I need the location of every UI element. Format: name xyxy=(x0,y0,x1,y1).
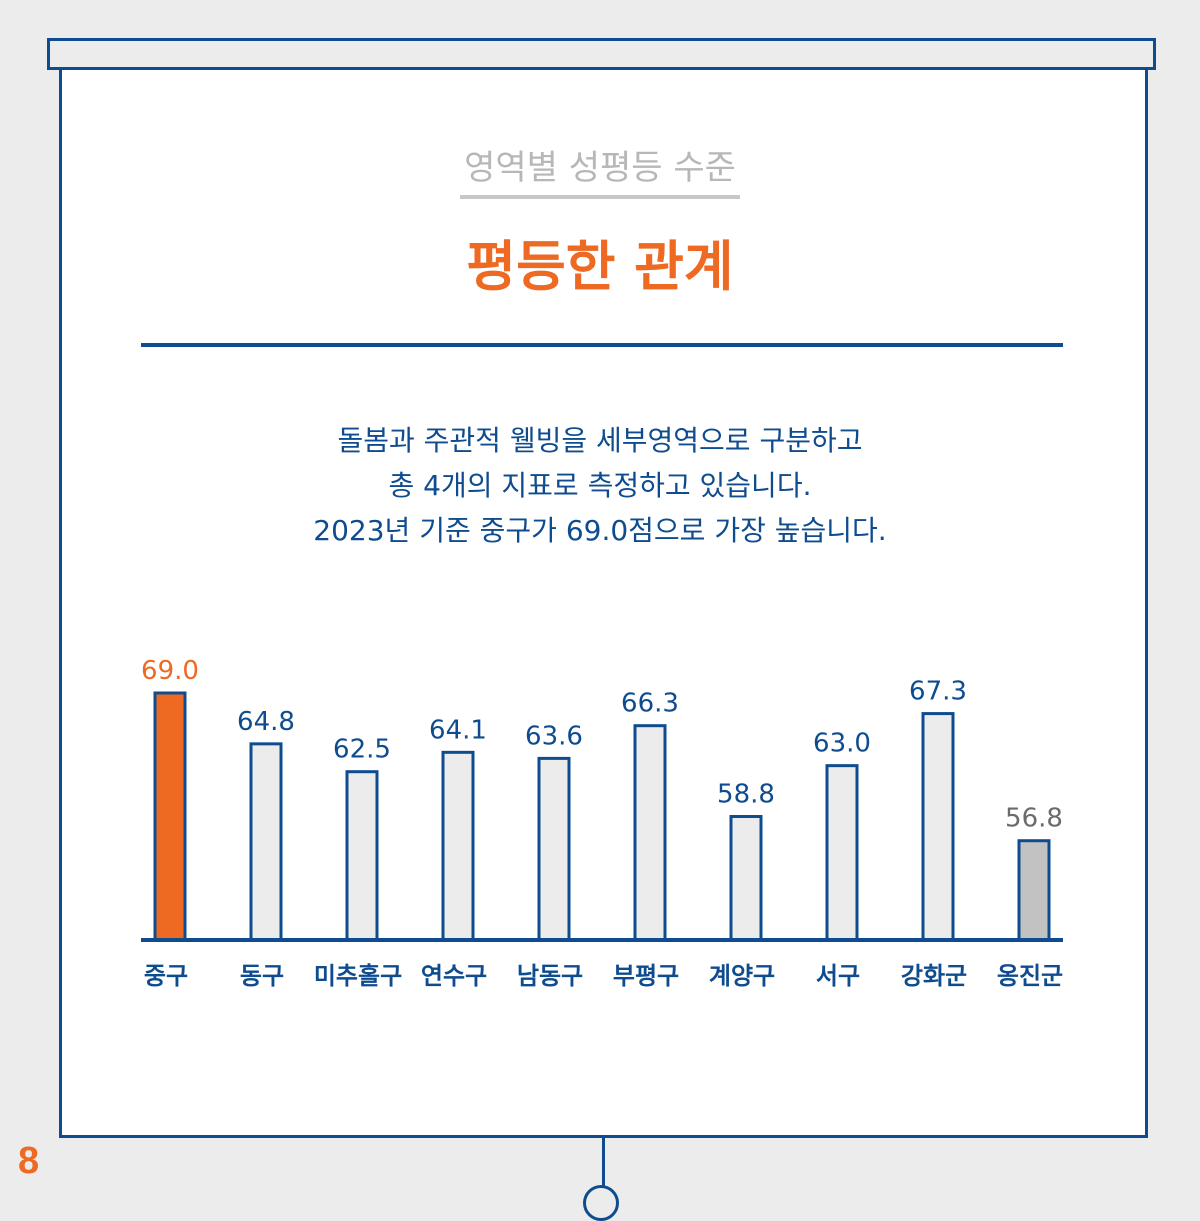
description-line-2: 총 4개의 지표로 측정하고 있습니다. xyxy=(388,469,812,502)
description: 돌봄과 주관적 웰빙을 세부영역으로 구분하고 총 4개의 지표로 측정하고 있… xyxy=(0,418,1200,553)
bar-8 xyxy=(825,764,859,942)
category-label-3: 미추홀구 xyxy=(314,962,402,990)
category-label-4: 연수구 xyxy=(421,962,487,990)
category-label-2: 동구 xyxy=(240,962,284,990)
bar-1 xyxy=(153,691,187,942)
section-subtitle-text: 영역별 성평등 수준 xyxy=(460,140,740,199)
board-stand-ring xyxy=(583,1185,619,1221)
bar-10 xyxy=(1017,839,1051,942)
bar-2 xyxy=(249,742,283,942)
bar-5 xyxy=(537,756,571,942)
board-top-bar xyxy=(47,38,1156,70)
category-label-6: 부평구 xyxy=(613,962,679,990)
value-label-6: 66.3 xyxy=(621,689,679,719)
value-label-3: 62.5 xyxy=(333,735,391,765)
category-label-9: 강화군 xyxy=(901,962,967,990)
category-label-8: 서구 xyxy=(816,962,860,990)
category-label-7: 계양구 xyxy=(709,962,775,990)
value-label-5: 63.6 xyxy=(525,721,583,751)
title-divider xyxy=(141,343,1063,347)
section-subtitle: 영역별 성평등 수준 xyxy=(0,140,1200,199)
value-label-2: 64.8 xyxy=(237,707,295,737)
bar-7 xyxy=(729,815,763,942)
value-label-9: 67.3 xyxy=(909,677,967,707)
bar-4 xyxy=(441,750,475,942)
value-label-7: 58.8 xyxy=(717,780,775,810)
page-title: 평등한 관계 xyxy=(466,235,734,298)
bar-9 xyxy=(921,712,955,942)
bar-6 xyxy=(633,724,667,942)
category-label-5: 남동구 xyxy=(517,962,583,990)
page-number: 8 xyxy=(18,1140,40,1182)
category-label-1: 중구 xyxy=(144,962,188,990)
value-label-10: 56.8 xyxy=(1005,804,1063,834)
description-line-1: 돌봄과 주관적 웰빙을 세부영역으로 구분하고 xyxy=(337,424,863,457)
board-panel xyxy=(59,70,1148,1138)
value-label-1: 69.0 xyxy=(141,656,199,686)
bar-3 xyxy=(345,770,379,942)
description-line-3: 2023년 기준 중구가 69.0점으로 가장 높습니다. xyxy=(313,514,887,547)
value-label-8: 63.0 xyxy=(813,729,871,759)
board-stand xyxy=(602,1138,605,1188)
value-label-4: 64.1 xyxy=(429,715,487,745)
bar-chart: 69.0 중구 64.8 동구 62.5 미추홀구 64.1 연수구 63.6 남동구 66.3 부평… xyxy=(141,656,1063,990)
category-label-10: 옹진군 xyxy=(997,962,1063,990)
